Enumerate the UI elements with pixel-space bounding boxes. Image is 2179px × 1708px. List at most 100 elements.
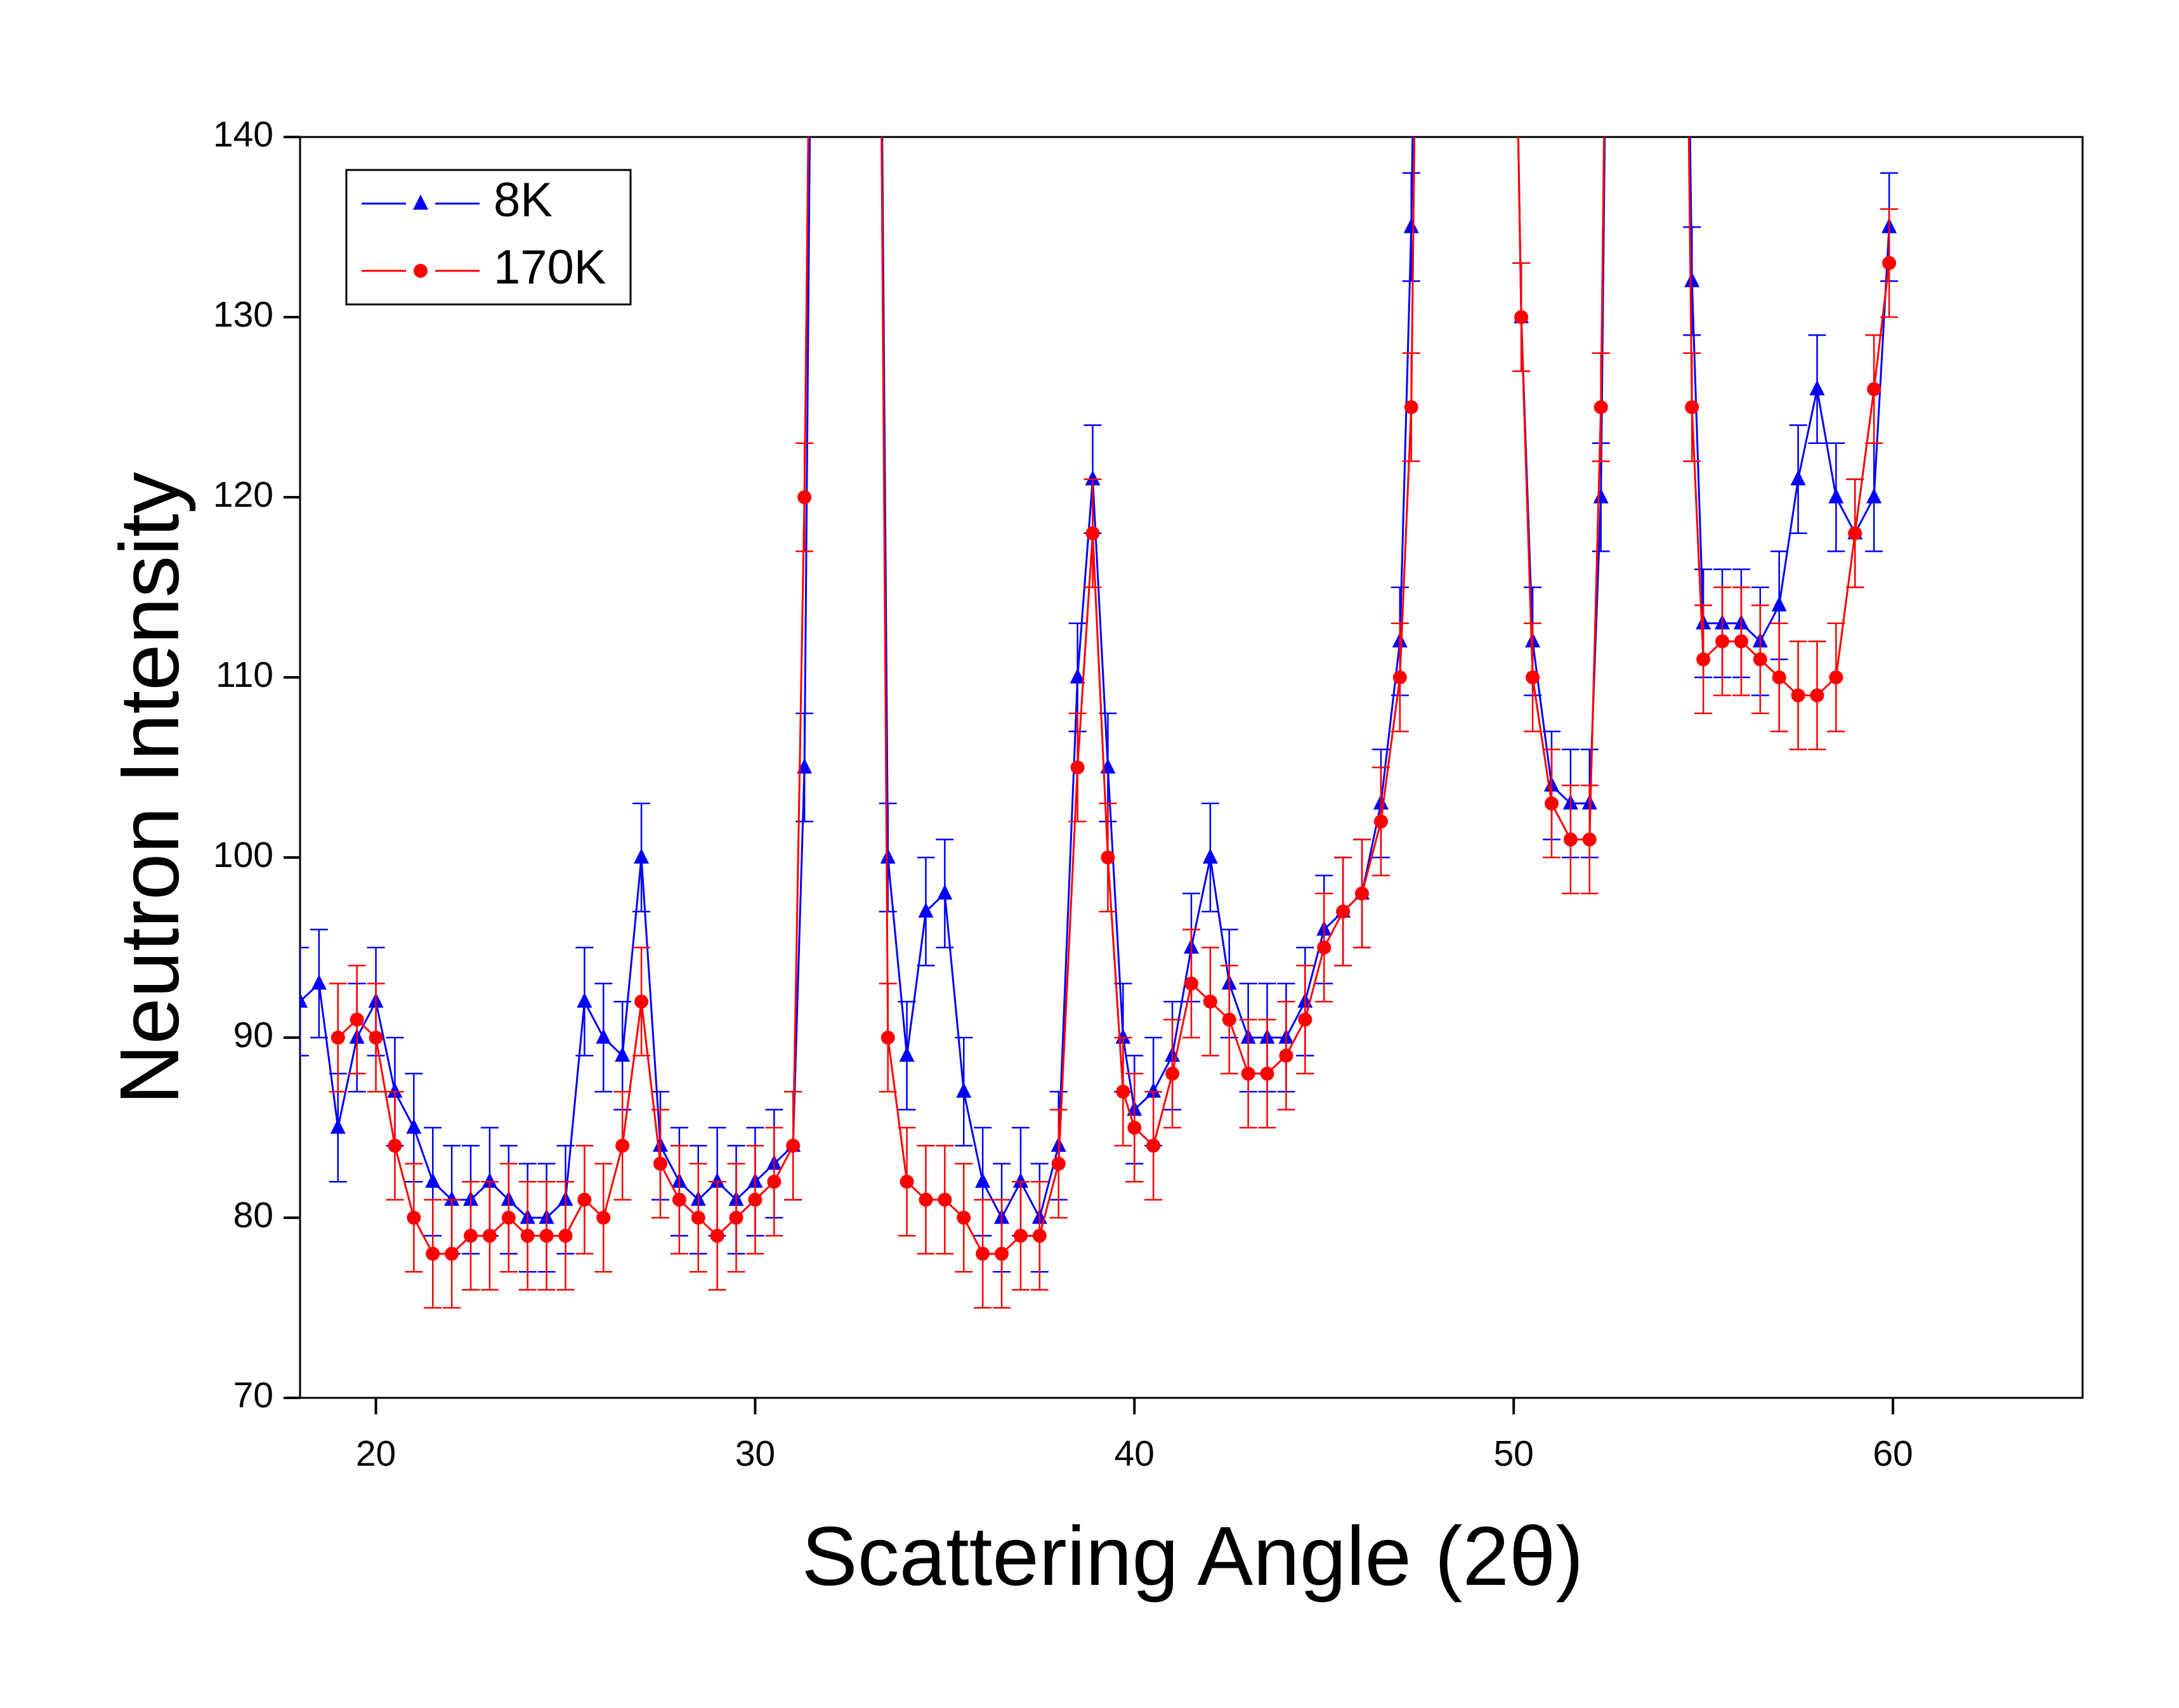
marker	[596, 1028, 612, 1044]
marker	[786, 1138, 801, 1153]
marker	[558, 1229, 573, 1243]
marker	[1085, 470, 1101, 486]
marker	[672, 1192, 686, 1207]
marker	[1260, 1066, 1274, 1081]
marker	[388, 1138, 402, 1153]
marker	[615, 1046, 631, 1062]
marker	[919, 1192, 933, 1207]
marker	[1593, 488, 1609, 504]
y-tick-label: 110	[216, 655, 273, 695]
marker	[1563, 832, 1578, 847]
x-axis-label: Scattering Angle (2θ)	[802, 1509, 1584, 1603]
marker	[1165, 1066, 1180, 1081]
marker	[520, 1229, 535, 1243]
marker	[880, 1031, 895, 1045]
marker	[1882, 256, 1897, 270]
marker	[1241, 1066, 1255, 1081]
marker	[1403, 218, 1419, 233]
marker	[709, 1172, 725, 1188]
marker	[369, 1031, 383, 1045]
marker	[1828, 488, 1844, 504]
marker	[729, 1211, 743, 1225]
marker	[937, 884, 953, 900]
marker	[501, 1211, 516, 1225]
marker	[634, 848, 650, 864]
marker	[1790, 470, 1806, 486]
marker	[1684, 271, 1700, 287]
marker	[426, 1246, 440, 1261]
marker	[976, 1246, 990, 1261]
x-tick-label: 50	[1493, 1433, 1533, 1474]
legend-box	[345, 169, 632, 306]
marker	[1116, 1085, 1130, 1099]
y-tick-label: 100	[213, 835, 273, 875]
marker	[1772, 670, 1786, 684]
marker	[464, 1229, 478, 1243]
marker	[1696, 652, 1711, 667]
marker	[1734, 634, 1748, 649]
marker	[1127, 1121, 1142, 1135]
marker	[577, 992, 592, 1008]
legend-label: 170K	[494, 240, 606, 294]
marker	[300, 992, 308, 1008]
marker	[1222, 1012, 1236, 1027]
marker	[1101, 851, 1115, 864]
x-tick-label: 20	[356, 1433, 396, 1474]
x-tick-label: 30	[735, 1433, 775, 1474]
marker	[1336, 904, 1351, 919]
marker	[1279, 1048, 1293, 1063]
marker	[1070, 668, 1085, 684]
marker	[748, 1192, 762, 1207]
marker	[956, 1082, 972, 1098]
marker	[445, 1246, 459, 1261]
marker	[1544, 796, 1559, 811]
marker	[1810, 688, 1824, 703]
marker	[1317, 941, 1332, 955]
y-tick-label: 80	[233, 1195, 273, 1235]
y-axis-label: Neutron Intensity	[103, 472, 196, 1105]
marker	[975, 1172, 991, 1188]
marker	[1085, 526, 1100, 540]
marker	[577, 1192, 592, 1207]
legend-marker	[413, 194, 428, 210]
marker	[1866, 488, 1882, 504]
x-tick-label: 40	[1115, 1433, 1155, 1474]
plot-area	[300, 137, 1899, 1309]
marker	[1203, 994, 1217, 1009]
marker	[406, 1118, 422, 1134]
y-tick-label: 120	[213, 474, 273, 515]
marker	[710, 1229, 724, 1243]
marker	[350, 1012, 364, 1027]
marker	[1373, 814, 1388, 829]
marker	[1051, 1156, 1066, 1171]
marker	[1582, 832, 1597, 847]
marker	[1514, 310, 1529, 324]
marker	[1809, 380, 1825, 396]
marker	[425, 1172, 441, 1188]
marker	[1392, 670, 1407, 684]
marker	[1146, 1138, 1161, 1153]
marker	[1146, 1082, 1161, 1098]
marker	[880, 848, 896, 864]
marker	[1848, 526, 1862, 540]
marker	[1184, 976, 1198, 991]
marker	[767, 1175, 782, 1189]
marker	[957, 1211, 971, 1225]
marker	[1685, 400, 1699, 414]
marker	[797, 758, 813, 774]
marker	[691, 1211, 705, 1225]
marker	[1526, 670, 1540, 684]
marker	[1013, 1229, 1028, 1243]
marker	[900, 1175, 914, 1189]
marker	[1867, 382, 1881, 396]
marker	[1012, 1172, 1028, 1188]
error-bar	[300, 946, 309, 1057]
marker	[634, 994, 649, 1009]
marker	[1715, 634, 1730, 649]
marker	[1791, 688, 1805, 703]
marker	[311, 974, 327, 990]
y-tick-label: 130	[213, 294, 273, 335]
plot-frame	[299, 136, 2084, 1399]
marker	[1032, 1229, 1047, 1243]
legend-label: 8K	[494, 173, 553, 227]
